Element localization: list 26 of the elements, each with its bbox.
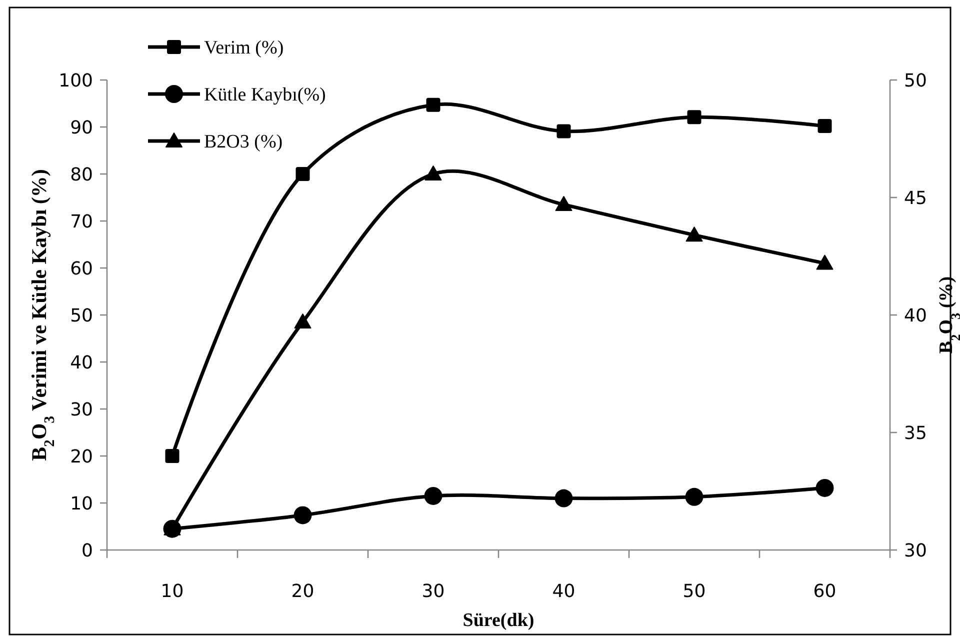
y-tick-label: 40 — [70, 352, 93, 374]
y-tick-label: 10 — [70, 493, 93, 514]
x-tick-label: 30 — [422, 581, 445, 602]
y-tick-label: 0 — [82, 540, 93, 562]
legend-label: B2O3 (%) — [204, 132, 283, 153]
legend-label: Kütle Kaybı(%) — [204, 84, 326, 106]
y2-tick-label: 40 — [904, 305, 927, 326]
y-tick-label: 20 — [70, 446, 93, 468]
x-tick-label: 60 — [813, 581, 836, 602]
x-tick-label: 40 — [552, 581, 576, 602]
x-tick-label: 20 — [291, 581, 314, 602]
y-tick-label: 30 — [70, 399, 93, 420]
x-tick-label: 50 — [682, 581, 706, 602]
y2-tick-label: 35 — [904, 422, 927, 444]
x-tick-label: 10 — [160, 581, 184, 602]
x-axis-title: Süre(dk) — [462, 610, 534, 631]
y-tick-label: 70 — [70, 211, 93, 232]
y-tick-label: 100 — [58, 70, 93, 92]
y2-tick-label: 50 — [904, 70, 927, 92]
y-tick-label: 90 — [70, 117, 93, 138]
y2-tick-label: 45 — [904, 188, 927, 209]
y-tick-label: 80 — [70, 164, 93, 186]
legend-label: Verim (%) — [204, 38, 284, 59]
y2-tick-label: 30 — [904, 540, 927, 562]
y-tick-label: 50 — [70, 305, 93, 326]
y-tick-label: 60 — [70, 258, 93, 280]
